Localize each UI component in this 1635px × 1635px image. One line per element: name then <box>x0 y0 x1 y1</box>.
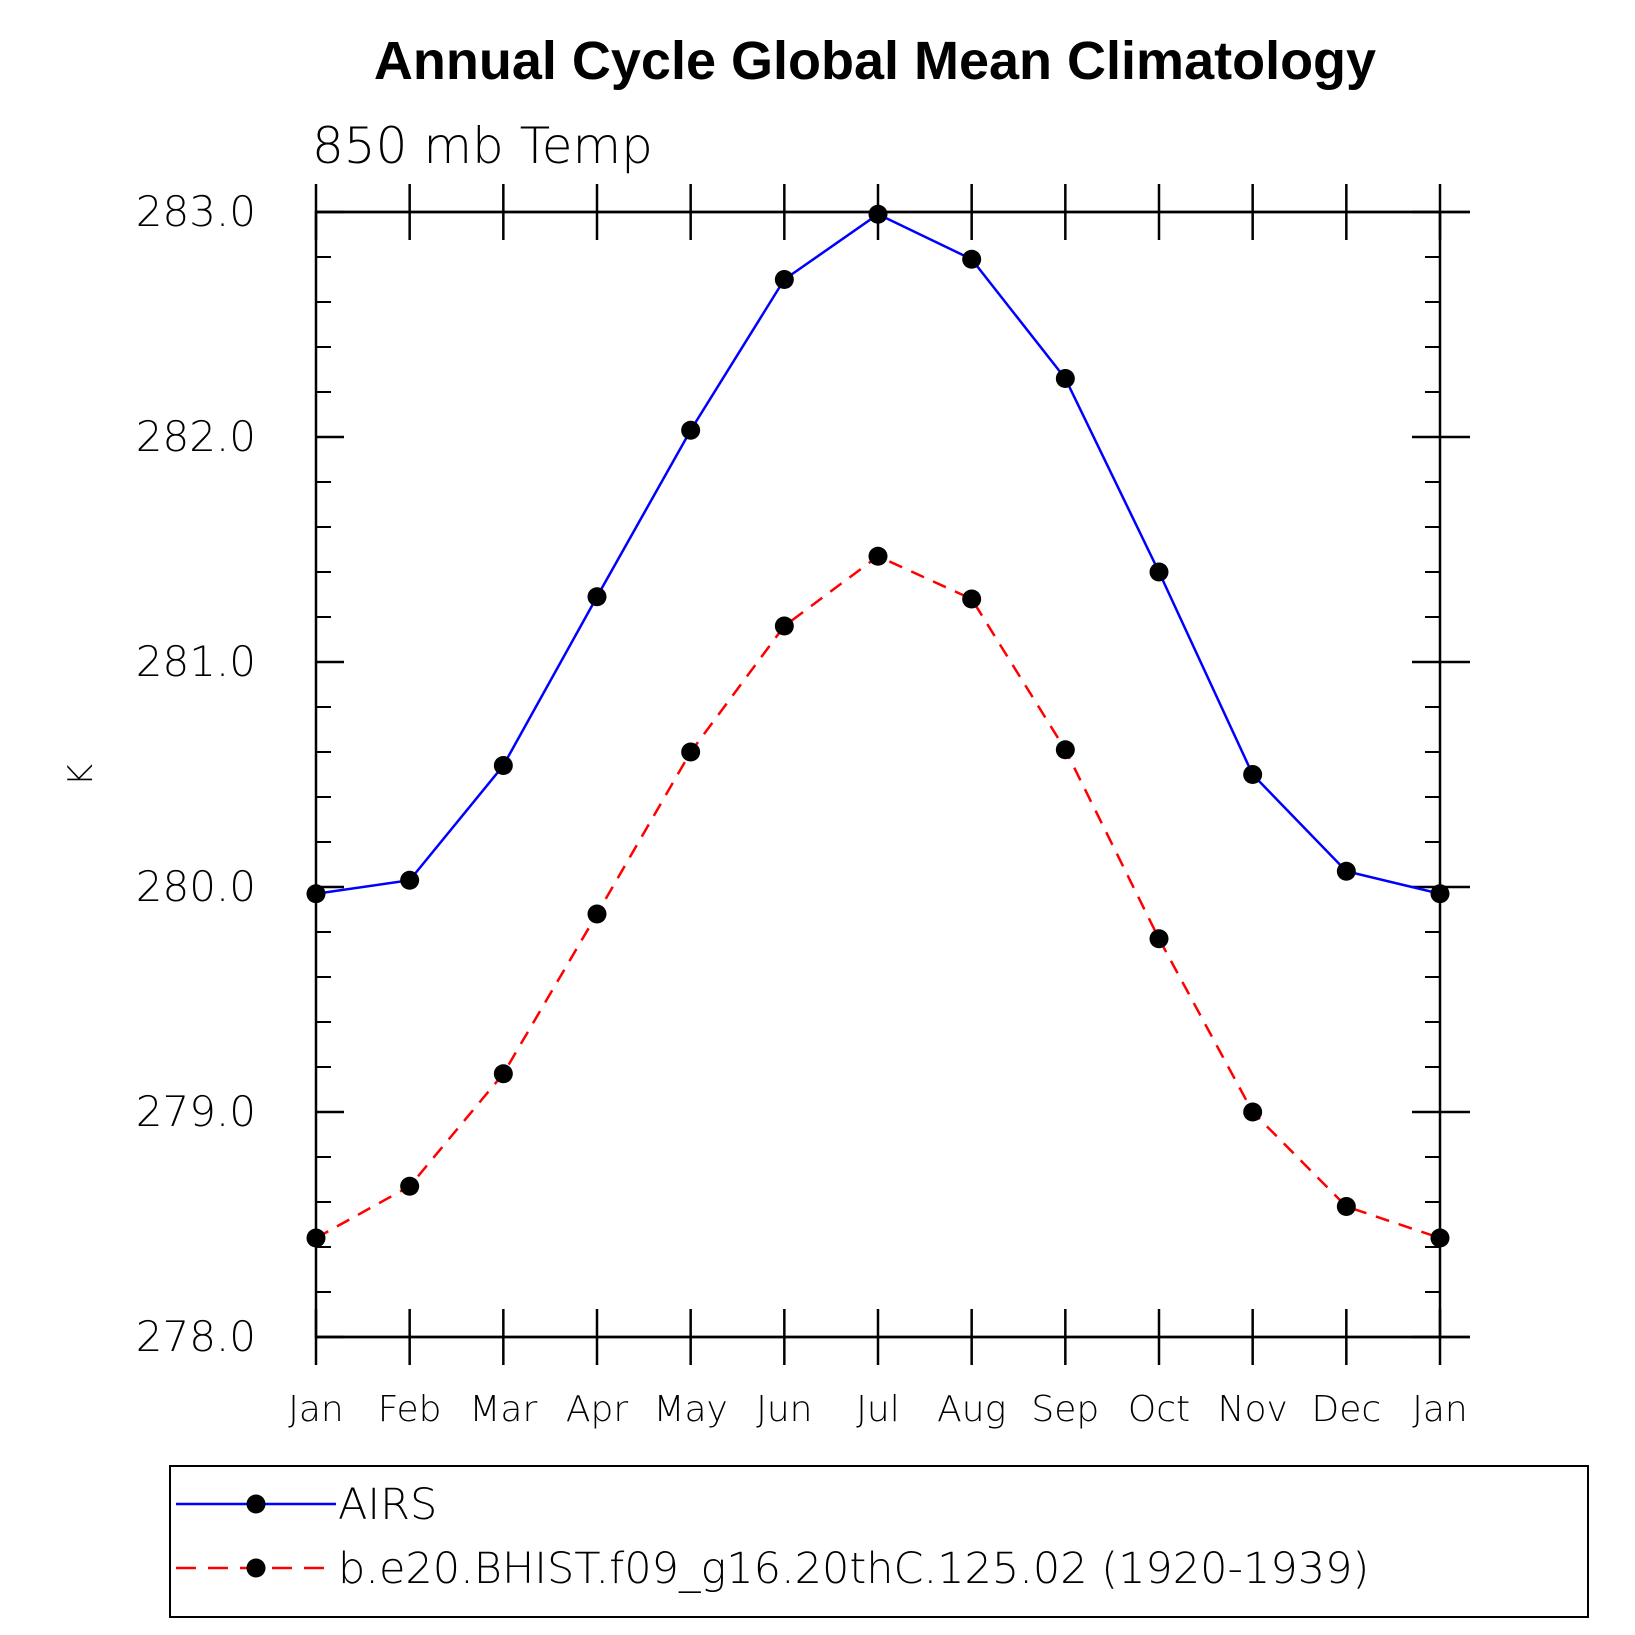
series-0-point <box>493 756 513 775</box>
axes: Jan Feb Mar Apr May Jun Jul Aug Sep Oct Nov Dec Jan 2… <box>136 184 1470 1430</box>
series-0-point <box>1243 765 1263 784</box>
legend-marker-1 <box>246 1558 266 1578</box>
legend-box <box>169 1465 1589 1618</box>
series-0-point <box>774 270 794 289</box>
x-tick-label: Jan <box>1412 1389 1468 1430</box>
series-1-point <box>306 1228 326 1248</box>
series-0-point <box>1149 562 1169 582</box>
series-1-point <box>774 616 794 636</box>
x-tick-label: Mar <box>469 1389 537 1430</box>
legend-label-1: b.e20.BHIST.f09_g16.20thC.125.02 (1920-1… <box>338 1544 1369 1594</box>
y-tick-label: 283.0 <box>136 187 256 236</box>
series-0-point <box>306 884 326 904</box>
x-tick-label: Jan <box>288 1389 344 1430</box>
y-tick-label: 280.0 <box>136 862 256 911</box>
y-tick-label: 282.0 <box>136 412 256 461</box>
legend-marker-0 <box>246 1494 266 1514</box>
y-tick-label: 281.0 <box>136 637 256 686</box>
series-0-point <box>962 249 982 269</box>
chart-subtitle: 850 mb Temp <box>312 117 653 175</box>
series-1-point <box>681 742 701 762</box>
series-0-point <box>1336 861 1356 881</box>
y-tick-label: 279.0 <box>136 1087 256 1136</box>
series-1-point <box>493 1064 513 1084</box>
chart-title: Annual Cycle Global Mean Climatology <box>374 31 1376 91</box>
series-0-point <box>1055 369 1075 388</box>
series-0-point <box>587 587 607 607</box>
series-0-point <box>681 420 701 440</box>
x-tick-label: Aug <box>937 1389 1006 1430</box>
x-tick-label: Jun <box>756 1389 812 1430</box>
series-0-point <box>868 204 888 224</box>
x-tick-label: Jul <box>856 1389 899 1430</box>
series-layer <box>306 204 1450 1248</box>
series-line-1 <box>315 554 1441 1240</box>
series-0-point <box>1430 884 1450 904</box>
x-tick-label: Apr <box>566 1389 628 1430</box>
x-tick-label: Oct <box>1128 1389 1190 1430</box>
x-tick-label: Dec <box>1311 1389 1381 1430</box>
series-1-point <box>400 1176 420 1196</box>
series-0-point <box>400 870 420 890</box>
y-axis-label: K <box>61 764 101 786</box>
y-tick-label: 278.0 <box>136 1312 256 1361</box>
series-1-point <box>962 589 982 609</box>
series-1-point <box>1243 1102 1263 1122</box>
x-tick-label: Nov <box>1218 1389 1288 1430</box>
legend-label-0: AIRS <box>338 1480 437 1530</box>
series-1-point <box>587 904 607 924</box>
plot-frame <box>314 210 1442 1339</box>
series-1-point <box>1336 1197 1356 1216</box>
series-1-point <box>868 546 888 566</box>
x-tick-label: May <box>653 1389 727 1430</box>
x-tick-label: Feb <box>378 1389 442 1430</box>
series-1-point <box>1149 929 1169 949</box>
series-1-point <box>1055 740 1075 760</box>
x-tick-label: Sep <box>1031 1389 1099 1430</box>
series-1-point <box>1430 1228 1450 1248</box>
legend: AIRS b.e20.BHIST.f09_g16.20thC.125.02 (19… <box>169 1465 1589 1618</box>
